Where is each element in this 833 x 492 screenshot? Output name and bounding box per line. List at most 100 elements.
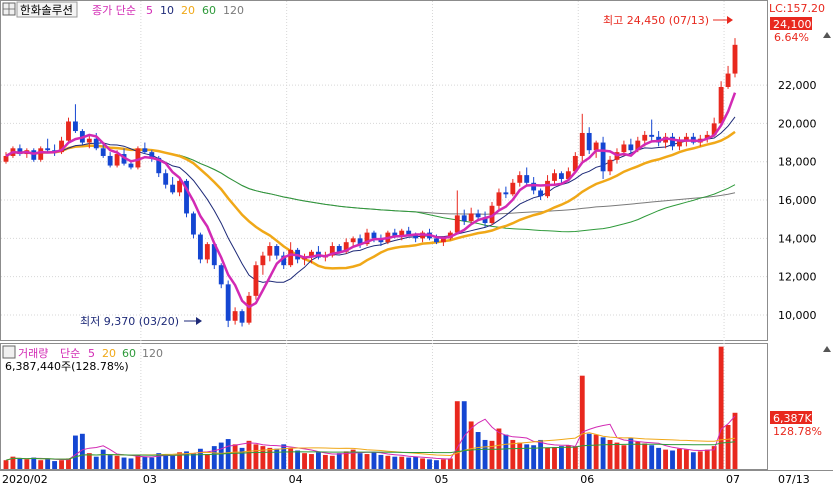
volume-bar [434, 460, 439, 469]
candle-body [336, 246, 342, 252]
volume-bar [128, 458, 134, 469]
candle-body [142, 148, 148, 153]
last-price-label: 24,100 [773, 18, 812, 31]
candle-body [218, 265, 224, 285]
volume-bar [732, 412, 738, 469]
x-tick-label: 05 [434, 473, 448, 486]
candle [725, 65, 731, 89]
volume-bar [406, 457, 412, 469]
candle-body [204, 244, 210, 260]
candle-body [711, 123, 717, 135]
candle [579, 113, 585, 162]
volume-bar [593, 434, 599, 469]
candle [232, 307, 238, 325]
candle [3, 152, 9, 164]
volume-bar [163, 454, 169, 469]
price-scroll-up-icon[interactable] [823, 32, 831, 38]
volume-bar [503, 434, 509, 469]
ma-legend-label: 종가 단순 [92, 4, 136, 17]
candle-body [593, 142, 599, 151]
candle [552, 169, 557, 185]
candle-body [343, 242, 349, 252]
candle-body [288, 249, 294, 266]
candle [545, 175, 550, 199]
candle-body [357, 238, 363, 245]
volume-grid-toggle-icon[interactable] [2, 345, 16, 359]
volume-bar [683, 449, 689, 469]
candle [489, 201, 495, 225]
candle-body [635, 140, 641, 151]
candle-body [107, 155, 113, 166]
candle-body [440, 238, 446, 243]
candle-body [38, 148, 44, 160]
candle-body [732, 44, 738, 74]
candle-body [496, 192, 502, 206]
volume-scroll-up-icon[interactable] [823, 346, 831, 352]
candle-body [642, 134, 648, 141]
candle-body [579, 132, 585, 156]
candle [38, 146, 44, 162]
volume-bar [371, 452, 377, 469]
candle [704, 131, 710, 143]
candle-body [156, 157, 162, 174]
x-tick-label: 04 [289, 473, 303, 486]
volume-bar [704, 449, 710, 469]
volume-bar [315, 452, 321, 469]
volume-current-box-label: 6,387K [773, 412, 812, 425]
volume-bar [517, 442, 523, 469]
volume-bar [114, 455, 120, 469]
candle [135, 146, 141, 170]
candle-body [524, 175, 530, 183]
candle [517, 171, 523, 187]
volume-title: 거래량 [18, 347, 48, 360]
candle [100, 142, 106, 158]
volume-bar [545, 447, 550, 469]
candle [663, 132, 669, 149]
candle-body [552, 173, 557, 181]
candle-body [364, 232, 370, 245]
volume-bar [413, 456, 419, 469]
candle-body [558, 173, 564, 179]
candle-body [135, 148, 141, 168]
candle [184, 178, 189, 218]
volume-bar [579, 375, 585, 469]
candle-body [260, 255, 266, 266]
candle-body [232, 311, 238, 321]
volume-bar [260, 446, 266, 469]
volume-bar [454, 401, 460, 469]
x-tick-label: 07 [726, 473, 740, 486]
candle-body [538, 190, 544, 197]
volume-bar [52, 461, 58, 469]
candle-body [128, 163, 134, 168]
volume-bar [621, 445, 627, 469]
volume-bar [670, 450, 675, 469]
volume-bar [246, 440, 252, 469]
volume-ma5-legend: 5 [88, 347, 95, 360]
ma10-legend: 10 [160, 4, 174, 17]
ma5-line-layer [5, 92, 737, 309]
candle-body [392, 232, 398, 237]
stock-name-box[interactable] [16, 1, 78, 18]
price-legend: 한화솔루션 종가 단순 5 10 20 60 120 [2, 1, 244, 18]
volume-bar [635, 441, 641, 469]
volume-bar [211, 446, 217, 469]
candle [538, 188, 544, 201]
volume-bar [628, 438, 634, 469]
candle [600, 136, 606, 179]
candle [191, 211, 196, 239]
volume-bar [107, 454, 113, 469]
x-tick-label: 07/13 [778, 473, 810, 486]
volume-bar [461, 401, 467, 469]
candle-body [17, 148, 23, 155]
candle-body [399, 230, 405, 237]
ma5-line [5, 92, 737, 309]
volume-bar [170, 455, 176, 469]
volume-bar [225, 439, 231, 469]
candle-body [545, 180, 550, 197]
candle-body [371, 232, 377, 239]
candle-body [246, 295, 252, 323]
candle [218, 263, 224, 289]
candle-body [565, 171, 571, 179]
volume-bar [440, 459, 446, 469]
change-pct-label: 6.64% [774, 31, 809, 44]
